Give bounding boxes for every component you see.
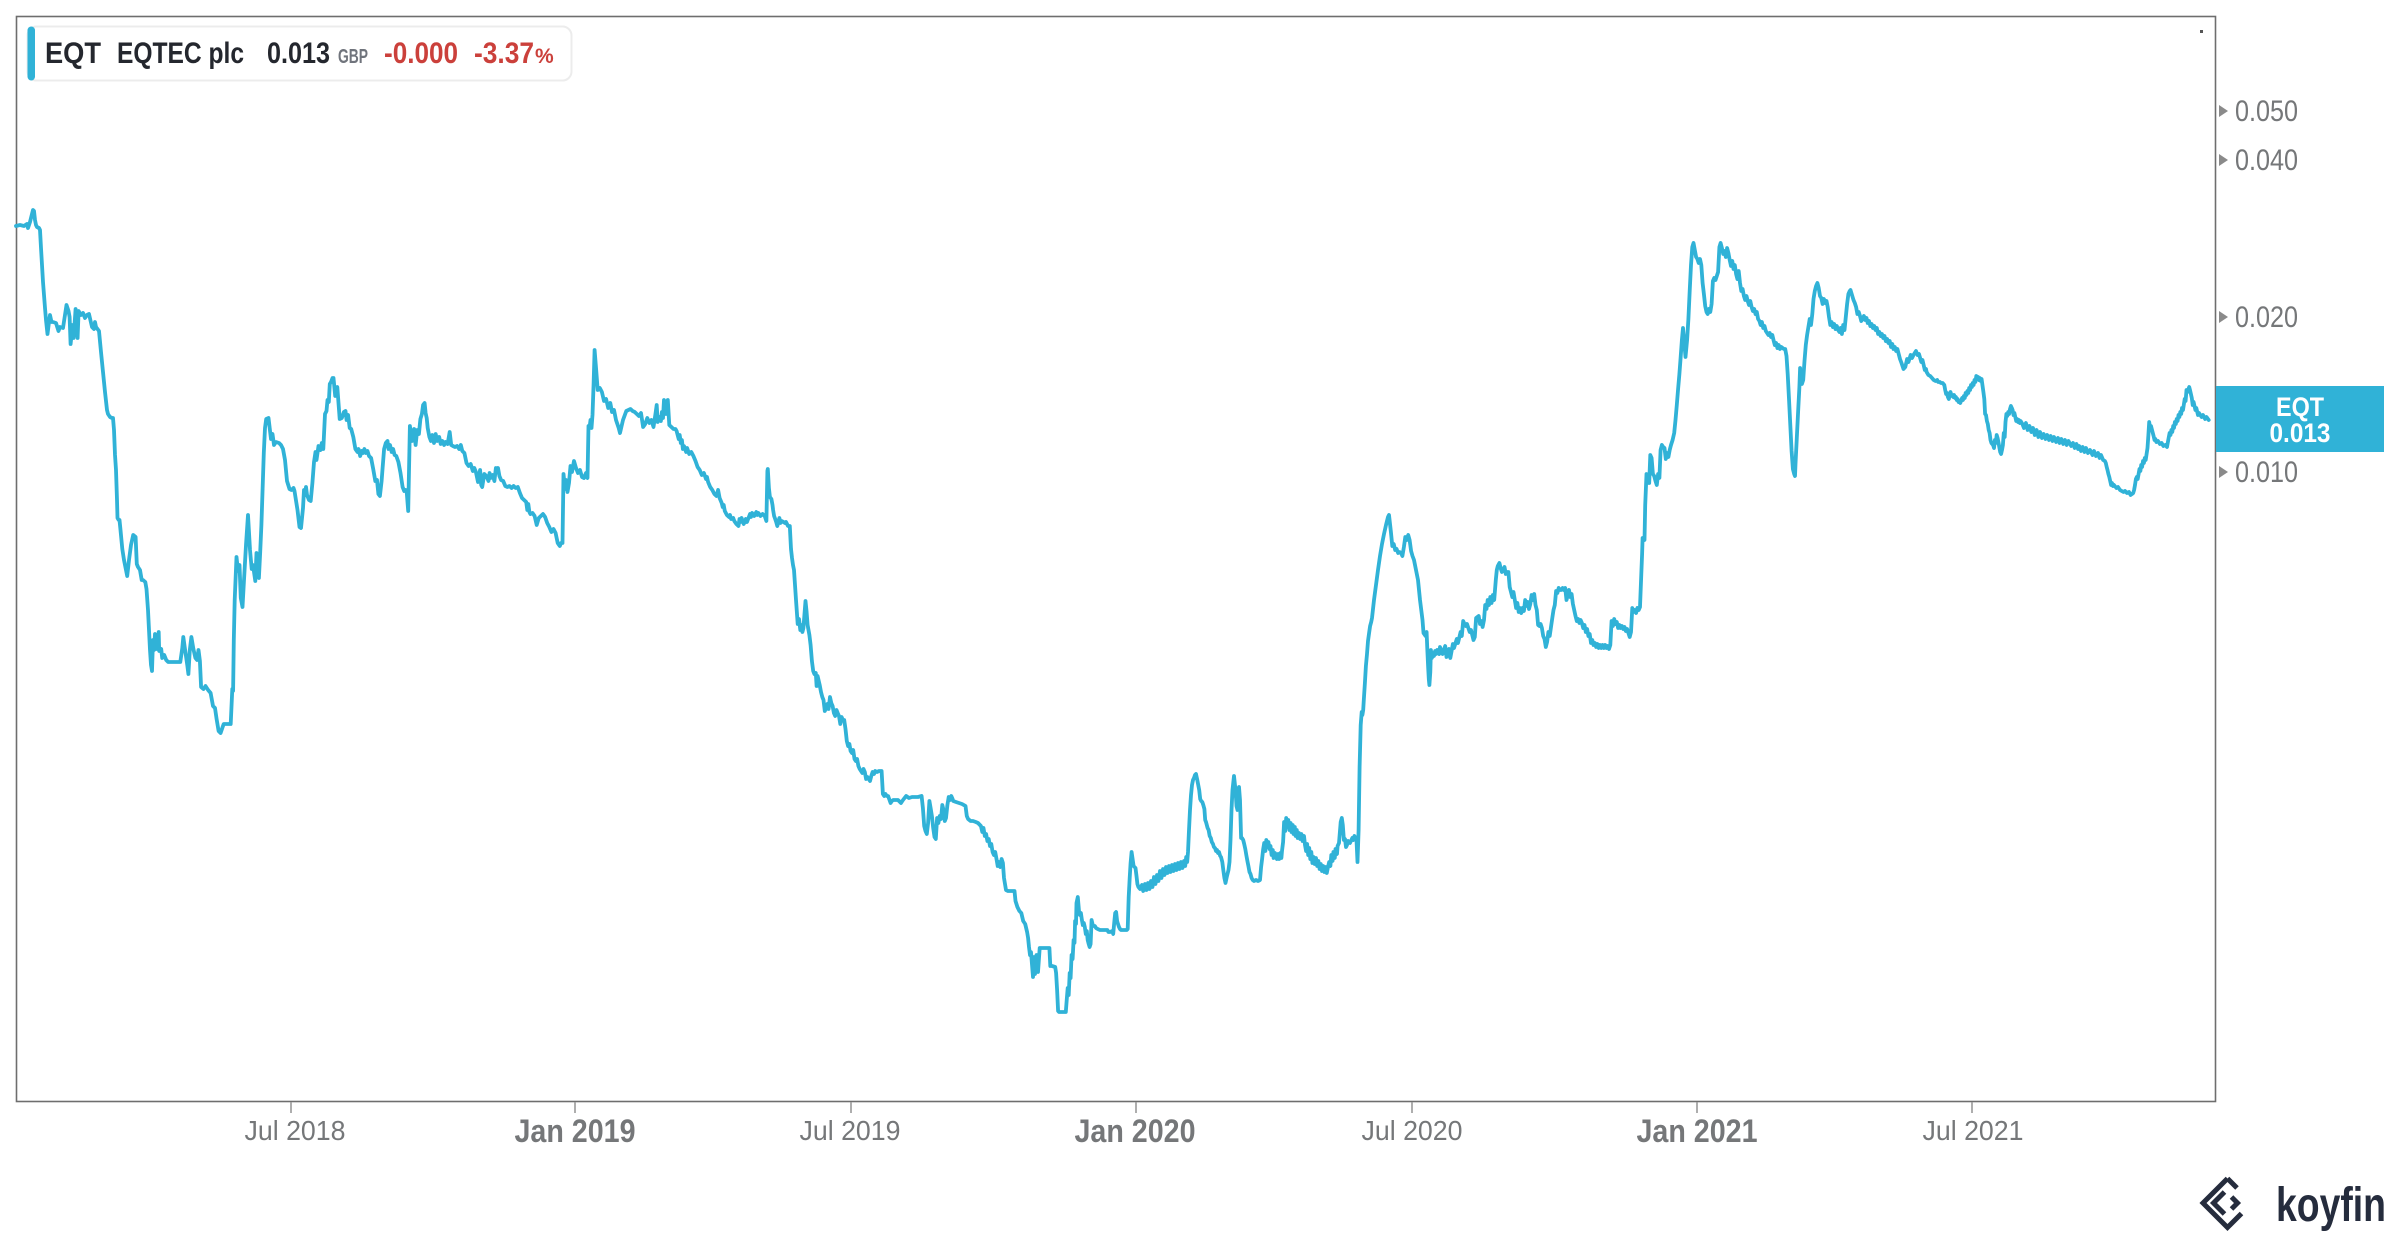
svg-text:koyfin: koyfin xyxy=(2276,1179,2386,1232)
svg-text:GBP: GBP xyxy=(338,46,368,68)
svg-text:-0.000: -0.000 xyxy=(384,37,458,70)
svg-text:EQTEC plc: EQTEC plc xyxy=(117,37,244,70)
svg-text:-3.37: -3.37 xyxy=(474,37,534,70)
svg-text:Jul 2020: Jul 2020 xyxy=(1362,1115,1463,1146)
svg-text:Jul 2019: Jul 2019 xyxy=(800,1115,901,1146)
svg-text:%: % xyxy=(535,45,554,68)
svg-text:0.013: 0.013 xyxy=(267,37,330,70)
svg-text:Jul 2018: Jul 2018 xyxy=(245,1115,346,1146)
svg-text:EQT: EQT xyxy=(2276,392,2324,422)
svg-text:0.010: 0.010 xyxy=(2235,456,2298,489)
svg-text:Jul 2021: Jul 2021 xyxy=(1923,1115,2024,1146)
svg-text:0.020: 0.020 xyxy=(2235,301,2298,334)
svg-text:Jan 2019: Jan 2019 xyxy=(515,1113,636,1149)
svg-text:EQT: EQT xyxy=(45,37,101,70)
svg-text:Jan 2021: Jan 2021 xyxy=(1637,1113,1758,1149)
svg-text:0.013: 0.013 xyxy=(2270,418,2331,448)
svg-text:0.040: 0.040 xyxy=(2235,144,2298,177)
svg-text:Jan 2020: Jan 2020 xyxy=(1075,1113,1196,1149)
svg-text:0.050: 0.050 xyxy=(2235,95,2298,128)
